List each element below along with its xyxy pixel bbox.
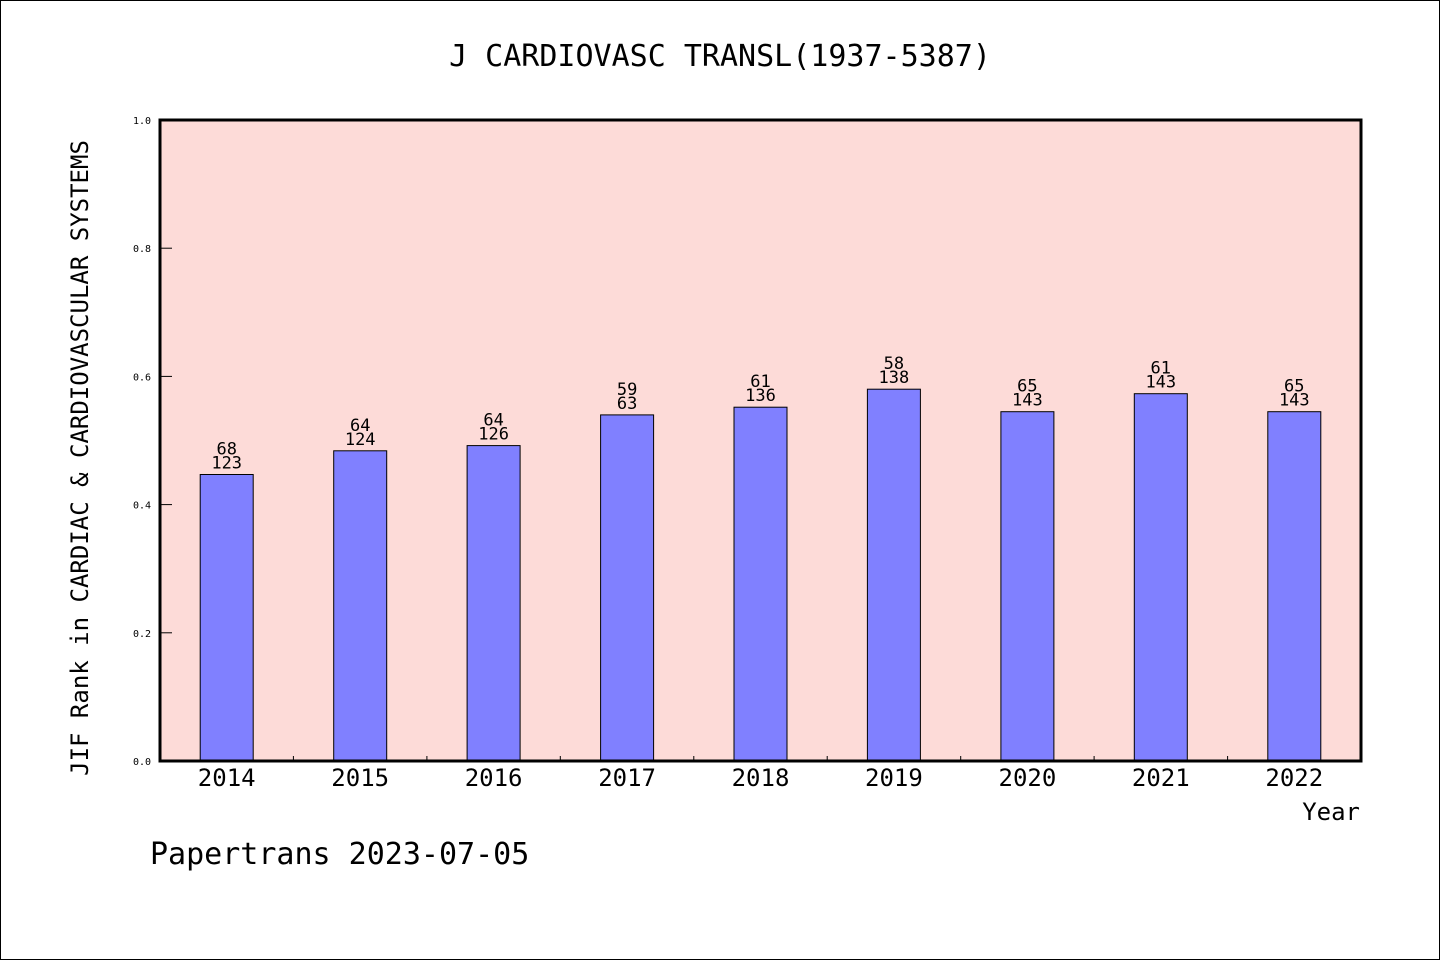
y-tick-label: 1.0 xyxy=(133,116,151,127)
bar-total-label: 136 xyxy=(745,386,776,406)
y-tick-label: 0.0 xyxy=(133,757,151,768)
bar-2014 xyxy=(199,474,254,762)
bar-rank-label: 58 xyxy=(884,354,904,374)
bar-2020 xyxy=(1000,411,1055,762)
x-tick-label: 2020 xyxy=(999,764,1057,792)
bar-total-label: 143 xyxy=(1012,391,1043,411)
bar-2022 xyxy=(1267,411,1322,762)
x-tick-label: 2022 xyxy=(1265,764,1323,792)
x-axis-label: Year xyxy=(1302,798,1360,826)
y-tick-label: 0.2 xyxy=(133,629,151,640)
bar-rank-label: 65 xyxy=(1017,377,1037,397)
x-tick-label: 2016 xyxy=(465,764,523,792)
x-tick-label: 2015 xyxy=(331,764,389,792)
bar-rank-label: 64 xyxy=(350,416,370,436)
bar-2018 xyxy=(733,406,788,762)
chart-title: J CARDIOVASC TRANSL(1937-5387) xyxy=(449,39,991,74)
bar-total-label: 124 xyxy=(345,430,376,450)
x-tick-label: 2021 xyxy=(1132,764,1190,792)
plot-border xyxy=(158,118,1363,763)
bar-rank-label: 68 xyxy=(216,440,236,460)
bar-total-label: 143 xyxy=(1279,391,1310,411)
bar-rank-label: 65 xyxy=(1284,377,1304,397)
bar-rank-label: 61 xyxy=(1151,359,1171,379)
bar-2015 xyxy=(333,450,388,762)
x-tick-label: 2017 xyxy=(598,764,656,792)
x-axis-ticks: 2014 2015 2016 2017 2018 2019 2020 2021 2022 xyxy=(198,756,1323,792)
y-tick-label: 0.4 xyxy=(133,501,151,512)
bar-total-label: 123 xyxy=(211,454,242,474)
bars-group xyxy=(199,388,1322,762)
bar-2021 xyxy=(1133,393,1188,762)
bar-total-label: 126 xyxy=(478,425,509,445)
bar-rank-label: 64 xyxy=(483,411,503,431)
bar-2019 xyxy=(866,388,921,762)
x-tick-label: 2018 xyxy=(732,764,790,792)
y-tick-label: 0.8 xyxy=(133,244,151,255)
bar-total-label: 138 xyxy=(879,368,910,388)
y-axis-label: JIF Rank in CARDIAC & CARDIOVASCULAR SYS… xyxy=(66,140,94,776)
y-tick-label: 0.6 xyxy=(133,372,151,383)
footer-credit: Papertrans 2023-07-05 xyxy=(150,837,529,872)
bar-rank-label: 61 xyxy=(750,372,770,392)
x-tick-label: 2019 xyxy=(865,764,923,792)
y-axis-ticks: 0.0 0.2 0.4 0.6 0.8 1.0 xyxy=(133,116,172,768)
bar-2017 xyxy=(600,414,655,762)
bar-rank-label: 59 xyxy=(617,380,637,400)
bar-total-label: 143 xyxy=(1145,373,1176,393)
x-tick-label: 2014 xyxy=(198,764,256,792)
bar-total-label: 63 xyxy=(617,394,637,414)
bar-2016 xyxy=(466,445,521,762)
